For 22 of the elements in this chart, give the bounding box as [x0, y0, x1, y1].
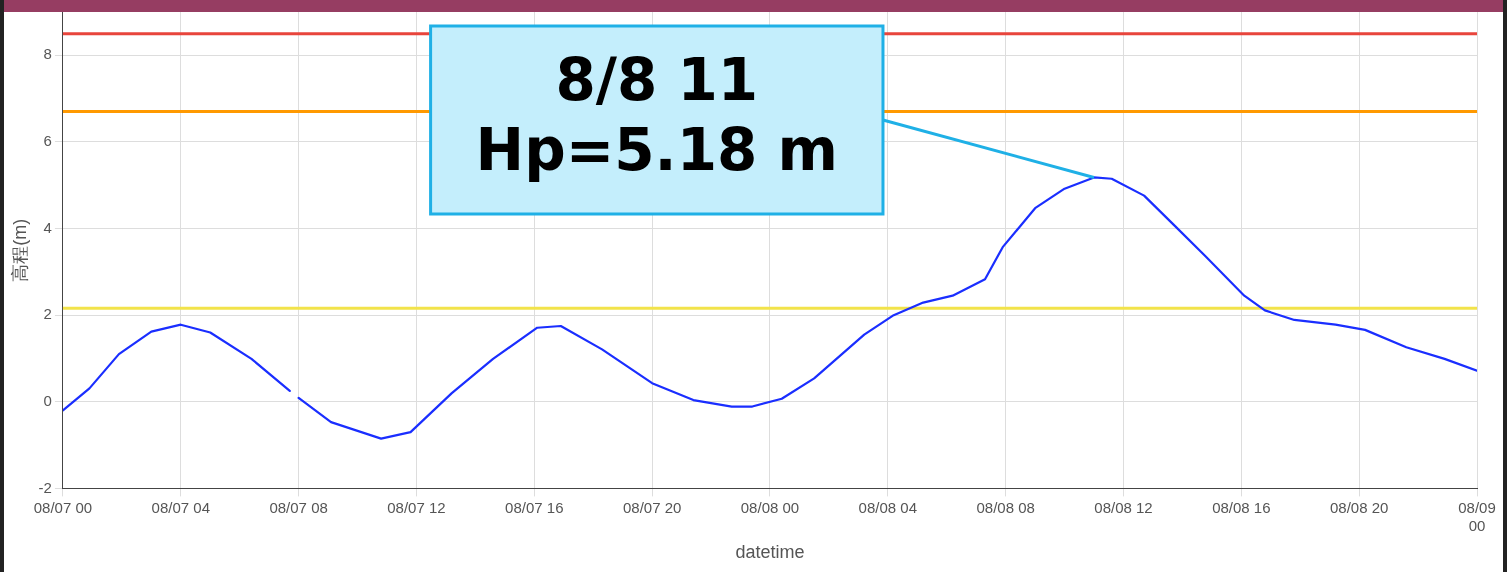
- x-tick-label: 08/08 16: [1212, 498, 1271, 516]
- y-tick-label: 8: [43, 45, 52, 63]
- x-tick-label: 08/08 00: [740, 498, 800, 516]
- y-tick-label: 4: [43, 218, 52, 236]
- y-tick-label: 6: [43, 132, 52, 150]
- x-tick-label: 08/07 20: [622, 498, 682, 516]
- x-tick-label: 08/08 04: [858, 498, 917, 516]
- x-tick-label: 08/07 12: [387, 498, 446, 516]
- x-tick-label: 08/07 04: [151, 498, 210, 516]
- x-tick-label: 08/07 16: [505, 498, 564, 516]
- y-tick-label: -2: [38, 478, 52, 496]
- x-tick-label: 08/08 12: [1094, 498, 1153, 516]
- annotation: 8/8 11 Hp=5.18 m: [475, 46, 838, 185]
- x-axis-title: datetime: [735, 542, 805, 563]
- y-axis-title: 高程(m): [9, 218, 30, 282]
- x-tick-label: 08/08 20: [1329, 498, 1389, 516]
- x-tick-label: 08/09 00: [1458, 498, 1496, 534]
- x-tick-label: 08/08 08: [976, 498, 1035, 516]
- x-tick-label: 08/07 08: [269, 498, 328, 516]
- y-tick-label: 2: [43, 305, 52, 323]
- y-tick-label: 0: [43, 391, 52, 409]
- x-tick-label: 08/07 00: [33, 498, 93, 516]
